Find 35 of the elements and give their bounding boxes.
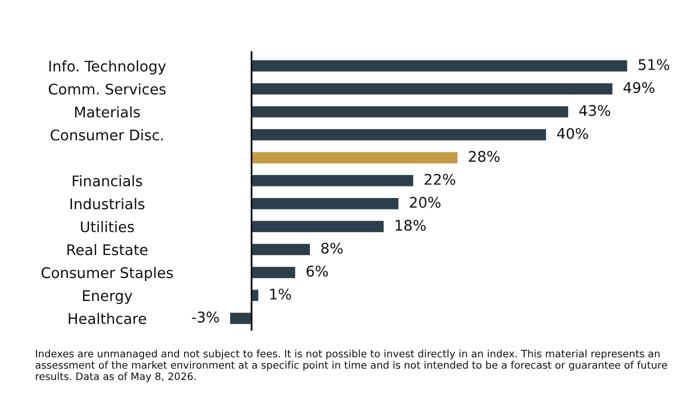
bar (250, 174, 415, 188)
y-tick-label: Info. Technology (49, 60, 166, 74)
bar (250, 220, 386, 234)
y-tick-label: Energy (83, 290, 132, 304)
bar (250, 196, 400, 211)
data-label: 49% (624, 82, 654, 94)
bar (228, 311, 252, 326)
y-tick-label: Comm. Services (48, 83, 166, 95)
bar (250, 242, 312, 257)
y-tick-label: Financials (72, 175, 142, 186)
bar (250, 82, 614, 96)
bar (250, 104, 570, 119)
data-label: 6% (306, 266, 328, 277)
data-label: 18% (396, 220, 426, 231)
y-tick-label: Consumer Staples (42, 266, 173, 282)
text: Indexes are unmanaged and not subject to fees. It is not possible to invest directly in an index. This material represents an assessment of the market environment at a specific point in time and is not intended to be a forecast or guarantee of future results. Data as of May 8, 2026. (36, 350, 668, 382)
data-label: 22% (424, 174, 456, 185)
data-label: 20% (410, 196, 440, 208)
y-tick-label: Healthcare (68, 312, 146, 324)
bar (250, 128, 548, 142)
y-tick-label: Real Estate (67, 244, 148, 256)
data-label: 28% (468, 150, 500, 162)
data-label: 51% (638, 59, 670, 70)
data-label: 43% (579, 105, 610, 116)
data-label: 8% (321, 242, 343, 254)
bar (250, 58, 629, 73)
data-label: -3% (192, 312, 219, 323)
data-label: 1% (270, 288, 291, 300)
bar (250, 150, 459, 165)
y-tick-label: Materials (75, 106, 140, 118)
y-tick-label: Industrials (70, 198, 144, 210)
data-label: 40% (557, 128, 588, 139)
y-tick-label: Utilities (80, 221, 134, 232)
bar (250, 265, 297, 280)
y-tick-label: Consumer Disc. (50, 129, 163, 141)
